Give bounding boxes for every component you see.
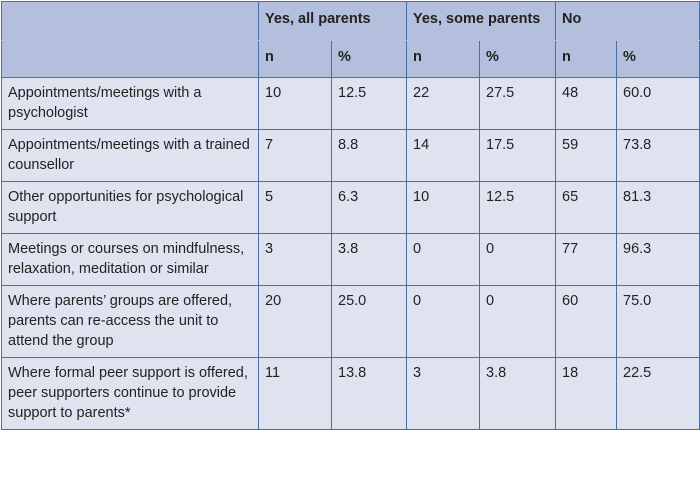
cell-value: 25.0 xyxy=(331,285,407,358)
table-row: Where parents’ groups are offered, paren… xyxy=(1,285,700,358)
table-row: Other opportunities for psychological su… xyxy=(1,181,700,234)
sub-header-n: n xyxy=(555,40,617,78)
group-header-some-parents: Yes, some parents xyxy=(406,1,556,41)
cell-value: 3 xyxy=(258,233,332,286)
table-row: Where formal peer support is offered, pe… xyxy=(1,357,700,430)
cell-value: 13.8 xyxy=(331,357,407,430)
cell-value: 3 xyxy=(406,357,480,430)
row-label: Appointments/meetings with a trained cou… xyxy=(1,129,259,182)
cell-value: 11 xyxy=(258,357,332,430)
cell-value: 20 xyxy=(258,285,332,358)
cell-value: 60 xyxy=(555,285,617,358)
cell-value: 96.3 xyxy=(616,233,700,286)
cell-value: 8.8 xyxy=(331,129,407,182)
row-label: Where formal peer support is offered, pe… xyxy=(1,357,259,430)
sub-header-n: n xyxy=(258,40,332,78)
sub-header-percent: % xyxy=(331,40,407,78)
cell-value: 12.5 xyxy=(479,181,556,234)
table-row: Appointments/meetings with a psychologis… xyxy=(1,77,700,130)
cell-value: 18 xyxy=(555,357,617,430)
sub-header-n: n xyxy=(406,40,480,78)
cell-value: 3.8 xyxy=(331,233,407,286)
data-table: Yes, all parents Yes, some parents No n … xyxy=(1,1,700,430)
cell-value: 0 xyxy=(406,285,480,358)
cell-value: 14 xyxy=(406,129,480,182)
cell-value: 5 xyxy=(258,181,332,234)
cell-value: 12.5 xyxy=(331,77,407,130)
group-header-row: Yes, all parents Yes, some parents No xyxy=(1,1,700,41)
cell-value: 0 xyxy=(479,233,556,286)
cell-value: 60.0 xyxy=(616,77,700,130)
corner-header-cell xyxy=(1,1,259,41)
sub-header-row: n % n % n % xyxy=(1,40,700,78)
cell-value: 27.5 xyxy=(479,77,556,130)
cell-value: 7 xyxy=(258,129,332,182)
sub-header-percent: % xyxy=(479,40,556,78)
cell-value: 22 xyxy=(406,77,480,130)
cell-value: 65 xyxy=(555,181,617,234)
cell-value: 6.3 xyxy=(331,181,407,234)
cell-value: 73.8 xyxy=(616,129,700,182)
group-header-no: No xyxy=(555,1,700,41)
row-label: Appointments/meetings with a psychologis… xyxy=(1,77,259,130)
cell-value: 77 xyxy=(555,233,617,286)
cell-value: 0 xyxy=(406,233,480,286)
cell-value: 17.5 xyxy=(479,129,556,182)
corner-header-cell-lower xyxy=(1,40,259,78)
cell-value: 81.3 xyxy=(616,181,700,234)
cell-value: 22.5 xyxy=(616,357,700,430)
cell-value: 48 xyxy=(555,77,617,130)
group-header-all-parents: Yes, all parents xyxy=(258,1,407,41)
cell-value: 75.0 xyxy=(616,285,700,358)
row-label: Other opportunities for psychological su… xyxy=(1,181,259,234)
cell-value: 10 xyxy=(406,181,480,234)
table-row: Appointments/meetings with a trained cou… xyxy=(1,129,700,182)
cell-value: 3.8 xyxy=(479,357,556,430)
table-row: Meetings or courses on mindfulness, rela… xyxy=(1,233,700,286)
row-label: Meetings or courses on mindfulness, rela… xyxy=(1,233,259,286)
cell-value: 59 xyxy=(555,129,617,182)
cell-value: 0 xyxy=(479,285,556,358)
sub-header-percent: % xyxy=(616,40,700,78)
row-label: Where parents’ groups are offered, paren… xyxy=(1,285,259,358)
cell-value: 10 xyxy=(258,77,332,130)
